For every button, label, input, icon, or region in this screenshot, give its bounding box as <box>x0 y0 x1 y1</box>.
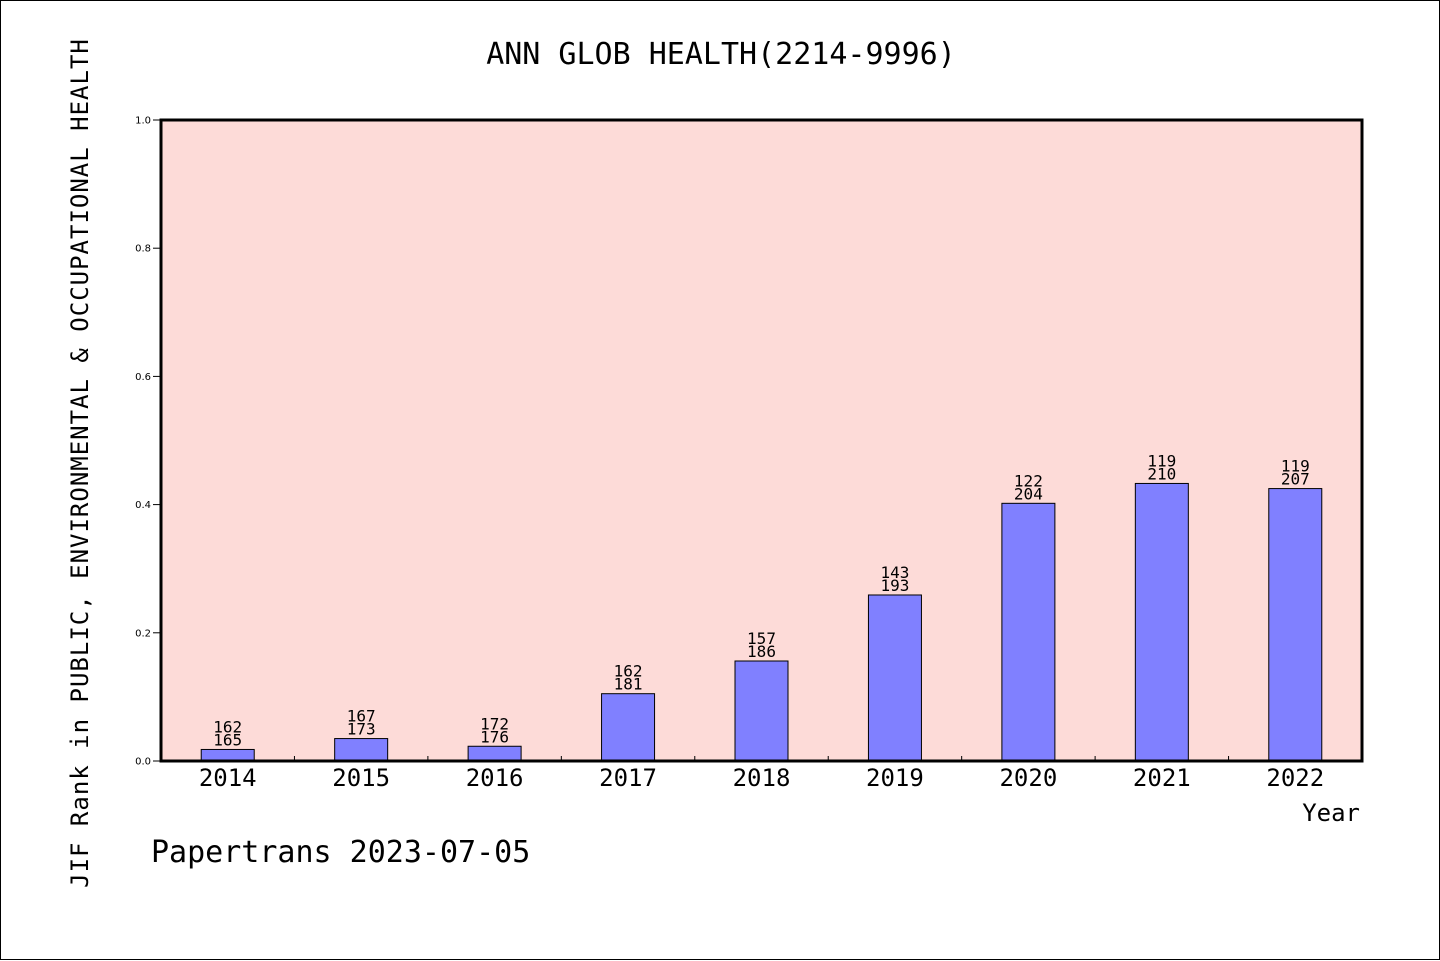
bar-rank-label: 119 <box>1281 457 1310 476</box>
bar-total-label: 176 <box>480 727 509 746</box>
bar-total-label: 204 <box>1014 484 1043 503</box>
x-tick-label: 2015 <box>332 764 390 792</box>
bar-total-label: 173 <box>347 720 376 739</box>
bar-2022 <box>1268 488 1323 762</box>
bar-total-label: 165 <box>213 730 242 749</box>
bar-2019 <box>867 594 922 762</box>
y-tick-label: 0.2 <box>135 628 151 639</box>
bar-total-label: 181 <box>614 675 643 694</box>
bar-2015 <box>334 738 389 762</box>
y-tick-label: 1.0 <box>135 116 151 127</box>
bar-total-label: 193 <box>880 576 909 595</box>
bar-rank-label: 157 <box>747 629 776 648</box>
bar-rank-label: 143 <box>880 563 909 582</box>
x-tick-label: 2020 <box>999 764 1057 792</box>
x-tick-label: 2018 <box>733 764 791 792</box>
x-axis-label: Year <box>1302 799 1360 827</box>
x-tick-label: 2019 <box>866 764 924 792</box>
x-tick-label: 2016 <box>466 764 524 792</box>
y-tick-label: 0.6 <box>135 372 151 383</box>
footer-credit: Papertrans 2023-07-05 <box>151 835 531 870</box>
x-tick-label: 2014 <box>199 764 257 792</box>
bar-2020 <box>1001 502 1056 762</box>
x-tick-label: 2021 <box>1133 764 1191 792</box>
y-tick-label: 0.4 <box>135 500 151 511</box>
bar-2014 <box>200 748 255 762</box>
bar-2016 <box>467 745 522 762</box>
bar-total-label: 210 <box>1147 464 1176 483</box>
bar-total-label: 207 <box>1281 470 1310 489</box>
bar-rank-label: 122 <box>1014 471 1043 490</box>
bar-2018 <box>734 660 789 762</box>
x-tick-label: 2017 <box>599 764 657 792</box>
bar-rank-label: 167 <box>347 707 376 726</box>
bar-2017 <box>601 693 656 762</box>
bar-rank-label: 119 <box>1147 451 1176 470</box>
x-tick-label: 2022 <box>1266 764 1324 792</box>
bar-2021 <box>1134 482 1189 762</box>
plot-border <box>159 118 1364 763</box>
y-tick-label: 0.0 <box>135 757 151 768</box>
y-tick-label: 0.8 <box>135 244 151 255</box>
bar-rank-label: 172 <box>480 714 509 733</box>
bar-total-label: 186 <box>747 642 776 661</box>
chart-title: ANN GLOB HEALTH(2214-9996) <box>486 37 956 72</box>
bar-rank-label: 162 <box>614 662 643 681</box>
bar-rank-label: 162 <box>213 717 242 736</box>
